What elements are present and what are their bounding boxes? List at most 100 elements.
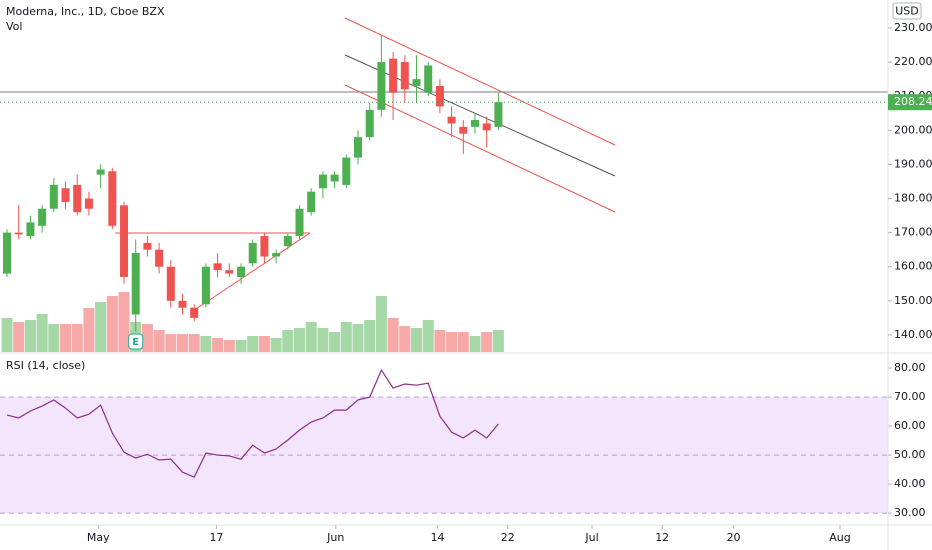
candle-body — [166, 266, 175, 301]
volume-bar — [317, 328, 329, 352]
rsi-y-tick-label: 40.00 — [894, 477, 926, 490]
volume-bar — [387, 318, 399, 352]
volume-bar — [329, 332, 341, 352]
volume-bar — [71, 324, 83, 352]
volume-bar — [492, 330, 504, 352]
y-tick-label: 170.00 — [894, 226, 932, 239]
volume-label: Vol — [6, 20, 22, 33]
candle-body — [84, 198, 93, 209]
volume-bar — [282, 330, 294, 352]
y-tick-label: 230.00 — [894, 21, 932, 34]
candle-body — [3, 232, 12, 274]
volume-bar — [375, 296, 387, 352]
volume-bar — [83, 308, 95, 352]
earnings-marker: E — [132, 337, 139, 348]
volume-bar — [446, 332, 458, 352]
last-price-box — [888, 94, 932, 111]
candle-body — [447, 116, 456, 124]
currency-box[interactable] — [892, 2, 922, 20]
candle-body — [272, 253, 281, 257]
y-tick-label: 140.00 — [894, 328, 932, 341]
volume-bar — [165, 334, 177, 352]
chart-title: Moderna, Inc., 1D, Cboe BZX — [6, 5, 165, 18]
candle-body — [120, 205, 129, 277]
volume-bar — [235, 340, 247, 352]
volume-bar — [294, 328, 306, 352]
volume-bar — [469, 336, 481, 352]
candle-body — [342, 157, 351, 185]
volume-bar — [305, 322, 317, 352]
candle-body — [49, 184, 58, 209]
y-tick-label: 150.00 — [894, 294, 932, 307]
candle-body — [365, 109, 374, 138]
candle-body — [459, 126, 468, 134]
volume-bar — [200, 336, 212, 352]
x-tick-label: 20 — [727, 531, 741, 544]
candle-body — [377, 62, 386, 110]
candle-body — [400, 62, 409, 90]
candle-body — [295, 208, 304, 237]
volume-bar — [481, 332, 493, 352]
volume-bar — [188, 334, 200, 352]
y-tick-label: 190.00 — [894, 157, 932, 170]
candle-body — [225, 270, 234, 274]
volume-bar — [48, 324, 60, 352]
volume-bar — [13, 322, 25, 352]
x-tick-label: 22 — [501, 531, 515, 544]
candle-body — [155, 249, 164, 267]
candle-body — [237, 266, 246, 277]
x-tick-label: Jun — [326, 531, 344, 544]
candle-body — [201, 266, 210, 305]
volume-bar — [36, 314, 48, 352]
candle-body — [330, 174, 339, 182]
volume-bar — [106, 296, 118, 352]
x-tick-label: 14 — [431, 531, 445, 544]
y-tick-label: 220.00 — [894, 55, 932, 68]
rsi-label: RSI (14, close) — [6, 359, 85, 372]
volume-bar — [340, 322, 352, 352]
volume-bar — [212, 338, 224, 352]
y-tick-label: 200.00 — [894, 123, 932, 136]
volume-bar — [258, 336, 270, 352]
x-tick-label: Aug — [829, 531, 850, 544]
candle-body — [14, 232, 23, 235]
candle-body — [143, 242, 152, 250]
volume-bar — [352, 324, 364, 352]
volume-bar — [118, 292, 130, 352]
volume-bar — [95, 302, 107, 352]
candle-body — [61, 188, 70, 202]
volume-bar — [434, 330, 446, 352]
rsi-y-tick-label: 60.00 — [894, 419, 926, 432]
rsi-y-tick-label: 50.00 — [894, 448, 926, 461]
candle-body — [494, 102, 503, 127]
candle-body — [131, 253, 140, 315]
volume-bar — [399, 326, 411, 352]
x-tick-label: May — [87, 531, 110, 544]
rsi-y-tick-label: 80.00 — [894, 361, 926, 374]
candle-body — [190, 307, 199, 318]
candle-body — [73, 184, 82, 213]
currency[interactable]: USD — [895, 5, 919, 18]
x-tick-label: 17 — [209, 531, 223, 544]
y-tick-label: 160.00 — [894, 260, 932, 273]
candle-body — [260, 236, 269, 257]
last-price-label: 208.24 — [894, 95, 932, 108]
candle-body — [213, 263, 222, 271]
candle-body — [354, 137, 363, 158]
candle-body — [424, 65, 433, 93]
volume-bar — [247, 336, 259, 352]
candle-body — [435, 85, 444, 107]
candle-body — [482, 123, 491, 131]
volume-bar — [364, 320, 376, 352]
volume-bar — [411, 328, 423, 352]
candle-body — [389, 58, 398, 93]
rsi-line — [6, 368, 499, 478]
volume-bar — [422, 320, 434, 352]
candle-body — [178, 300, 187, 308]
channel-lower — [344, 84, 616, 213]
volume-bar — [177, 334, 189, 352]
rsi-y-tick-label: 70.00 — [894, 390, 926, 403]
x-tick-label: Jul — [584, 531, 598, 544]
volume-bar — [457, 332, 469, 352]
